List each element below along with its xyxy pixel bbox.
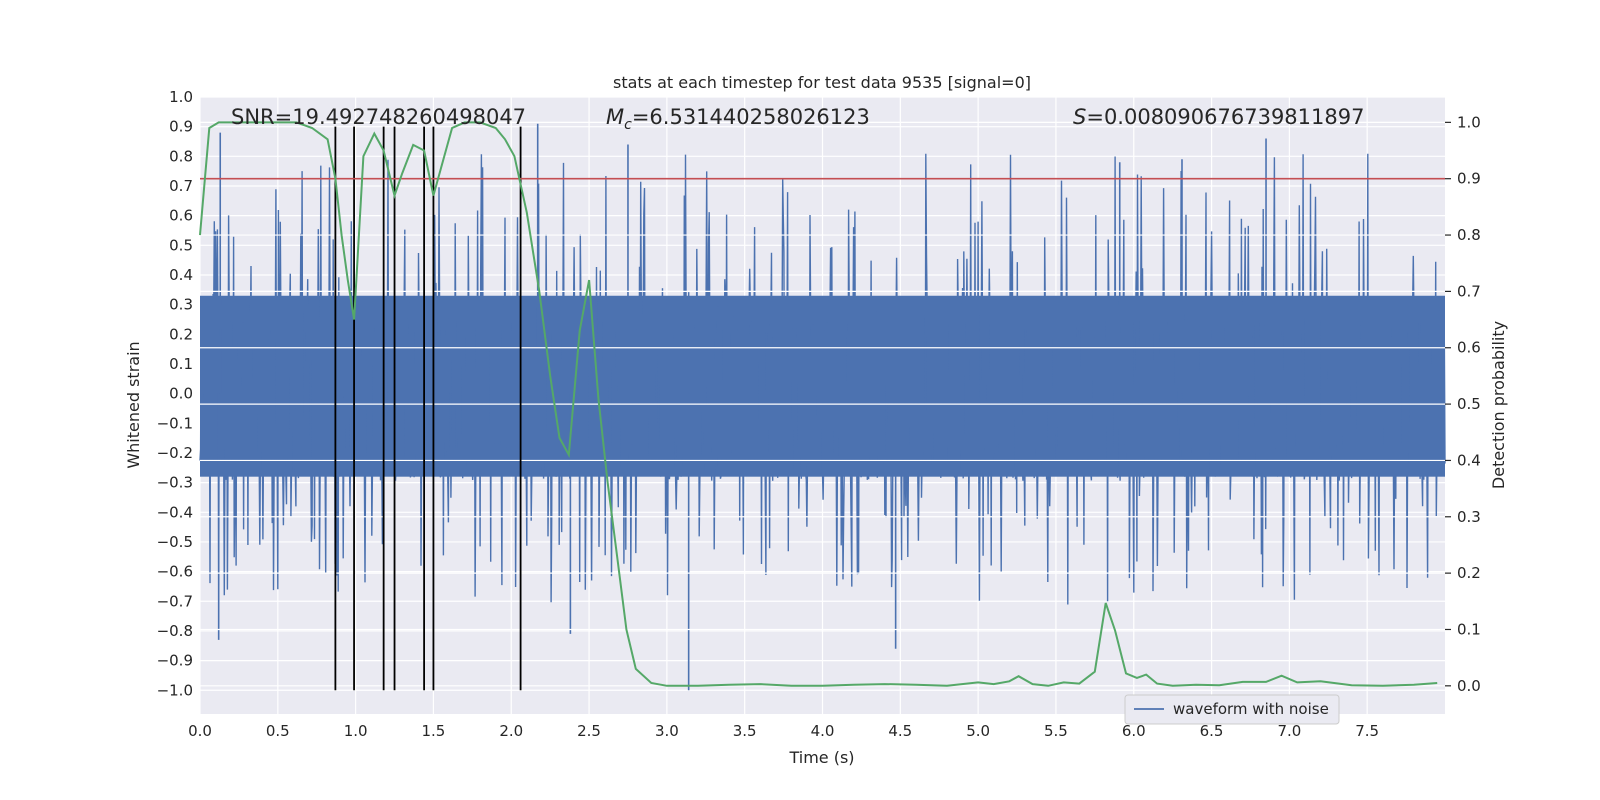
y-right-tick-label: 0.5 <box>1457 395 1481 413</box>
x-tick-label: 0.5 <box>266 722 290 740</box>
x-tick-label: 0.0 <box>188 722 212 740</box>
y-right-tick-label: 0.2 <box>1457 564 1481 582</box>
x-tick-label: 1.0 <box>344 722 368 740</box>
legend: waveform with noise <box>1124 694 1340 725</box>
y-right-tick-label: 0.6 <box>1457 339 1481 357</box>
s-value: =0.008090676739811897 <box>1086 105 1364 129</box>
x-tick-label: 4.0 <box>811 722 835 740</box>
y-left-tick-label: 0.8 <box>169 147 193 165</box>
legend-box <box>1124 694 1340 725</box>
y-left-tick-label: 0.2 <box>169 325 193 343</box>
probability-line <box>199 121 1438 687</box>
x-tick-label: 2.0 <box>499 722 523 740</box>
x-tick-label: 6.5 <box>1200 722 1224 740</box>
waveform-line <box>199 153 1446 605</box>
x-tick-label: 3.5 <box>733 722 757 740</box>
y-left-tick-label: −0.7 <box>157 592 193 610</box>
x-tick-label: 7.0 <box>1277 722 1301 740</box>
snr-annotation: SNR=19.492748260498047 <box>231 105 526 129</box>
y-left-tick-label: −1.0 <box>157 681 193 699</box>
chirp-mass-annotation: Mc=6.531440258026123 <box>606 105 870 133</box>
x-tick-label: 7.5 <box>1355 722 1379 740</box>
y-right-tick-label: 0.0 <box>1457 677 1481 695</box>
s-symbol: S <box>1073 105 1086 129</box>
x-tick-label: 4.5 <box>888 722 912 740</box>
x-tick-label: 3.0 <box>655 722 679 740</box>
y-left-tick-label: −0.8 <box>157 622 193 640</box>
y-left-tick-label: −0.2 <box>157 444 193 462</box>
legend-label: waveform with noise <box>1173 700 1329 718</box>
y-left-tick-label: −0.6 <box>157 563 193 581</box>
y-right-tick-label: 0.7 <box>1457 282 1481 300</box>
waveform-series <box>199 121 1446 691</box>
s-annotation: S=0.008090676739811897 <box>1073 105 1364 129</box>
y-right-tick-label: 0.1 <box>1457 620 1481 638</box>
chart-title: stats at each timestep for test data 953… <box>613 73 1031 92</box>
y-right-tick-label: 0.9 <box>1457 170 1481 188</box>
y-left-tick-label: 0.9 <box>169 118 193 136</box>
x-tick-label: 6.0 <box>1122 722 1146 740</box>
chirp-mass-symbol: M <box>606 105 624 129</box>
y-left-tick-label: −0.5 <box>157 533 193 551</box>
y-right-tick-label: 0.4 <box>1457 451 1481 469</box>
y-right-axis-ticks: 1.0 0.9 0.8 0.7 0.6 0.5 0.4 0.3 0.2 0.1 0.0 <box>1445 113 1481 695</box>
y-left-tick-label: −0.4 <box>157 503 193 521</box>
x-tick-label: 5.0 <box>966 722 990 740</box>
y-left-axis-label: Whitened strain <box>124 341 143 468</box>
y-right-tick-label: 0.8 <box>1457 226 1481 244</box>
y-left-axis-ticks: 1.0 0.9 0.8 0.7 0.6 0.5 0.4 0.3 0.2 0.1 0.0 −0.1 −0.… <box>157 88 193 699</box>
x-axis-label: Time (s) <box>788 748 854 767</box>
y-right-tick-label: 1.0 <box>1457 113 1481 131</box>
y-left-tick-label: 0.6 <box>169 207 193 225</box>
y-left-tick-label: 0.7 <box>169 177 193 195</box>
chirp-mass-value: =6.531440258026123 <box>632 105 870 129</box>
y-right-tick-label: 0.3 <box>1457 508 1481 526</box>
x-tick-label: 1.5 <box>422 722 446 740</box>
y-left-tick-label: 0.1 <box>169 355 193 373</box>
event-lines <box>334 126 522 691</box>
chirp-mass-subscript: c <box>624 117 632 133</box>
y-left-tick-label: −0.1 <box>157 414 193 432</box>
y-right-axis-label: Detection probability <box>1489 321 1508 489</box>
y-left-tick-label: −0.3 <box>157 474 193 492</box>
y-left-tick-label: 0.5 <box>169 236 193 254</box>
y-left-tick-label: 0.4 <box>169 266 193 284</box>
y-left-tick-label: 0.0 <box>169 385 193 403</box>
x-tick-label: 5.5 <box>1044 722 1068 740</box>
y-left-tick-label: 1.0 <box>169 88 193 106</box>
x-tick-label: 2.5 <box>577 722 601 740</box>
y-left-tick-label: 0.3 <box>169 296 193 314</box>
y-left-tick-label: −0.9 <box>157 652 193 670</box>
x-axis-ticks: 0.0 0.5 1.0 1.5 2.0 2.5 3.0 3.5 4.0 4.5 5.0 5.5 6.0 6… <box>188 722 1379 740</box>
probability-series <box>199 121 1438 687</box>
